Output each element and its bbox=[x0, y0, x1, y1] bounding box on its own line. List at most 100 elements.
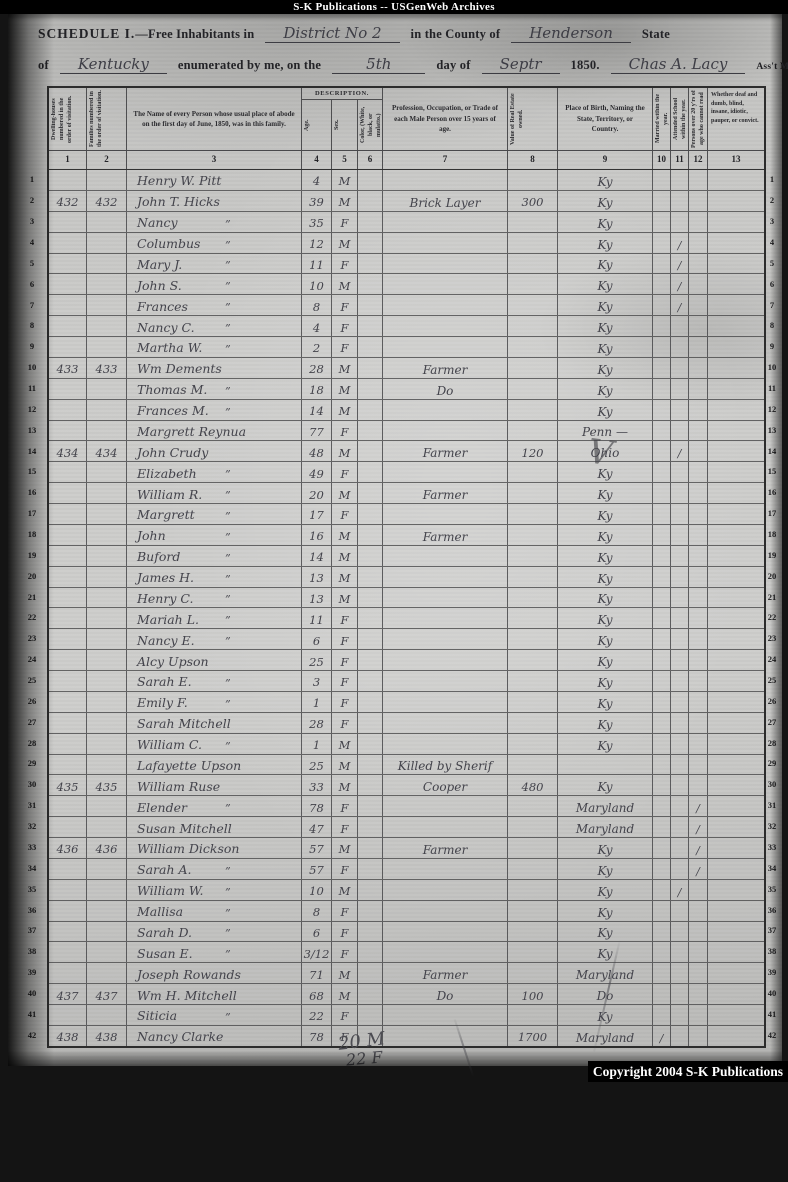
cell-place-of-birth: Ky bbox=[558, 462, 653, 483]
table-row: Nancy E.” 6 F Ky bbox=[49, 629, 764, 651]
cell-family-number bbox=[87, 608, 127, 629]
col-header-sex: Sex. bbox=[332, 100, 358, 150]
row-number: 36 bbox=[767, 904, 777, 915]
column-number: 10 bbox=[653, 151, 671, 169]
cell-color bbox=[358, 357, 383, 378]
cell-age: 3 bbox=[302, 671, 332, 691]
ditto-mark: ” bbox=[225, 280, 231, 294]
row-number: 42 bbox=[27, 1029, 37, 1040]
cell-family-number bbox=[87, 712, 127, 733]
cell-married-mark bbox=[653, 796, 671, 817]
cell-place-of-birth: Ky bbox=[558, 629, 653, 650]
cell-name: Martha W.” bbox=[127, 337, 302, 357]
cell-place-of-birth: Penn — bbox=[558, 420, 653, 441]
cell-remarks bbox=[708, 254, 764, 274]
ditto-mark: ” bbox=[225, 739, 231, 753]
cell-sex: M bbox=[332, 566, 358, 587]
cell-cannot-read-mark bbox=[689, 984, 708, 1004]
row-number: 39 bbox=[767, 967, 777, 978]
cell-cannot-read-mark bbox=[689, 190, 708, 211]
row-number: 21 bbox=[767, 591, 777, 602]
cell-married-mark bbox=[653, 629, 671, 650]
cell-cannot-read-mark bbox=[689, 587, 708, 608]
cell-married-mark bbox=[653, 712, 671, 733]
cell-sex: F bbox=[332, 211, 358, 232]
table-row: Frances M.” 14 M Ky bbox=[49, 399, 764, 421]
cell-school-mark bbox=[671, 211, 689, 232]
table-row: Mariah L.” 11 F Ky bbox=[49, 608, 764, 630]
cell-sex: M bbox=[332, 274, 358, 295]
cell-name: James H.” bbox=[127, 566, 302, 587]
cell-occupation bbox=[383, 671, 508, 691]
cell-color bbox=[358, 712, 383, 733]
ditto-mark: ” bbox=[225, 676, 231, 690]
cell-value-real-estate bbox=[508, 504, 558, 524]
cell-married-mark bbox=[653, 671, 671, 691]
cell-name: Mallisa” bbox=[127, 900, 302, 921]
table-row: Susan E.” 3/12 F Ky bbox=[49, 942, 764, 964]
cell-value-real-estate bbox=[508, 608, 558, 629]
cell-sex: F bbox=[332, 337, 358, 357]
column-number: 7 bbox=[383, 151, 508, 169]
cell-color bbox=[358, 858, 383, 879]
cell-married-mark bbox=[653, 984, 671, 1004]
cell-married-mark bbox=[653, 190, 671, 211]
cell-place-of-birth: Ky bbox=[558, 671, 653, 691]
top-banner: S-K Publications -- USGenWeb Archives bbox=[0, 0, 788, 14]
cell-occupation bbox=[383, 566, 508, 587]
cell-color bbox=[358, 587, 383, 608]
cell-remarks bbox=[708, 546, 764, 566]
cell-school-mark: / bbox=[671, 295, 689, 316]
marshal-label: Ass't Marshal. bbox=[756, 62, 788, 72]
cell-dwelling-number: 432 bbox=[49, 190, 87, 211]
cell-sex: M bbox=[332, 190, 358, 211]
cell-sex: F bbox=[332, 900, 358, 921]
cell-value-real-estate bbox=[508, 253, 558, 274]
cell-remarks bbox=[708, 922, 764, 942]
cell-dwelling-number bbox=[49, 608, 87, 629]
cell-color bbox=[358, 378, 383, 399]
row-number: 41 bbox=[767, 1008, 777, 1019]
cell-family-number: 432 bbox=[87, 190, 127, 211]
cell-school-mark bbox=[671, 608, 689, 629]
cell-sex: M bbox=[332, 963, 358, 984]
row-number: 31 bbox=[27, 800, 37, 811]
cell-age: 1 bbox=[302, 733, 332, 754]
cell-cannot-read-mark: / bbox=[689, 838, 708, 858]
row-number: 9 bbox=[769, 341, 775, 352]
ditto-mark: ” bbox=[225, 238, 231, 252]
cell-value-real-estate bbox=[508, 1005, 558, 1025]
cell-cannot-read-mark bbox=[689, 378, 708, 399]
table-row: Nancy” 35 F Ky bbox=[49, 211, 764, 233]
cell-color bbox=[358, 775, 383, 796]
cell-color bbox=[358, 399, 383, 420]
cell-name: John” bbox=[127, 524, 302, 545]
cell-sex: M bbox=[332, 775, 358, 796]
row-number: 20 bbox=[27, 570, 37, 581]
cell-age: 57 bbox=[302, 858, 332, 879]
row-number: 15 bbox=[27, 466, 37, 477]
cell-age: 14 bbox=[302, 545, 332, 566]
description-header-group: DESCRIPTION. Age. Sex. Color, (White, bl… bbox=[302, 88, 383, 150]
cell-age: 10 bbox=[302, 274, 332, 295]
col-header-value-real-estate: Value of Real Estate owned. bbox=[508, 88, 558, 150]
table-row: Lafayette Upson 25 M Killed by Sherif bbox=[49, 754, 764, 776]
col-header-name: The Name of every Person whose usual pla… bbox=[127, 88, 302, 150]
cell-value-real-estate bbox=[508, 462, 558, 483]
cell-color bbox=[358, 1005, 383, 1025]
cell-name: Buford” bbox=[127, 545, 302, 566]
cell-value-real-estate bbox=[508, 796, 558, 817]
cell-color bbox=[358, 754, 383, 775]
cell-age: 48 bbox=[302, 441, 332, 462]
cell-place-of-birth: Ky bbox=[558, 295, 653, 316]
cell-age: 12 bbox=[302, 232, 332, 253]
cell-occupation bbox=[383, 545, 508, 566]
cell-dwelling-number bbox=[49, 712, 87, 733]
row-number: 13 bbox=[767, 424, 777, 435]
cell-age: 10 bbox=[302, 879, 332, 900]
cell-name: Nancy” bbox=[127, 211, 302, 232]
cell-color bbox=[358, 650, 383, 670]
cell-name: Siticia” bbox=[127, 1005, 302, 1025]
cell-dwelling-number bbox=[49, 629, 87, 650]
row-number: 8 bbox=[769, 320, 775, 331]
